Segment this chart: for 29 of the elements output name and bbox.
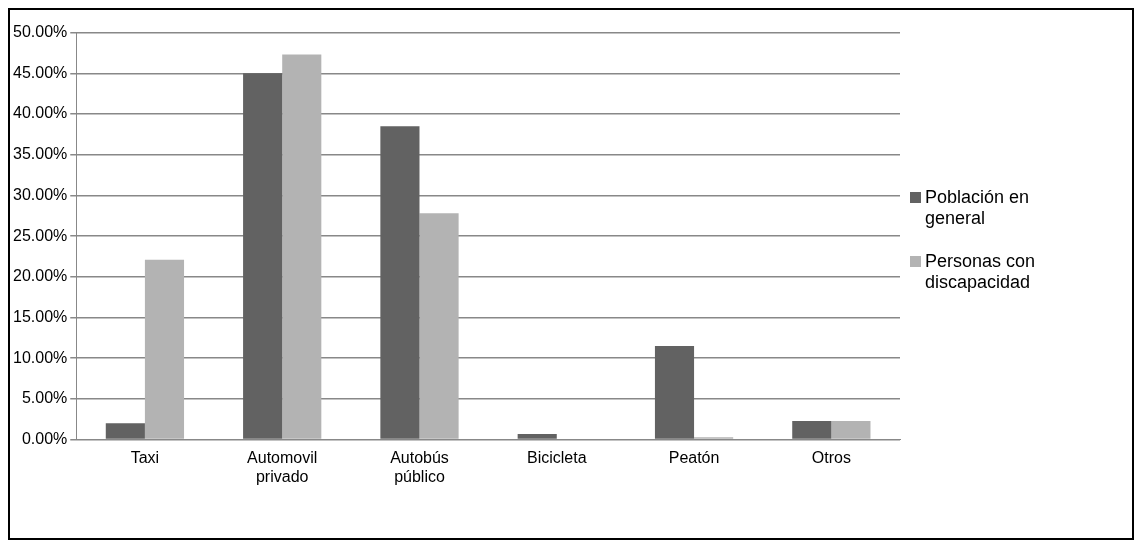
bar <box>105 423 145 439</box>
bar <box>419 213 459 439</box>
y-tick-label: 25.00% <box>13 226 68 244</box>
x-tick-label: Peatón <box>668 448 720 466</box>
x-tick-label: Autobús público <box>390 448 449 485</box>
y-tick-label: 45.00% <box>13 63 68 81</box>
bar <box>282 54 322 439</box>
bar <box>517 433 557 439</box>
x-tick-label: Taxi <box>130 448 160 466</box>
bar <box>243 73 283 439</box>
legend-label: Personas con discapacidad <box>925 251 1037 293</box>
y-tick-label: 15.00% <box>13 307 68 325</box>
bar <box>144 259 185 439</box>
legend-label: Población en general <box>925 187 1031 229</box>
bar <box>654 345 695 439</box>
y-tick-label: 20.00% <box>13 267 68 285</box>
y-tick-label: 40.00% <box>13 104 68 122</box>
y-tick-label: 0.00% <box>21 430 68 448</box>
bar <box>380 126 420 439</box>
bar <box>831 420 871 439</box>
y-tick-label: 10.00% <box>13 348 68 366</box>
x-tick-label: Otros <box>811 448 851 466</box>
x-tick-label: Automovil privado <box>247 448 318 485</box>
y-tick-label: 50.00% <box>13 23 68 41</box>
x-tick-label: Bicicleta <box>526 448 587 466</box>
y-tick-label: 35.00% <box>13 145 68 163</box>
bar <box>792 420 832 439</box>
y-tick-label: 5.00% <box>21 389 68 407</box>
y-tick-label: 30.00% <box>13 185 68 203</box>
